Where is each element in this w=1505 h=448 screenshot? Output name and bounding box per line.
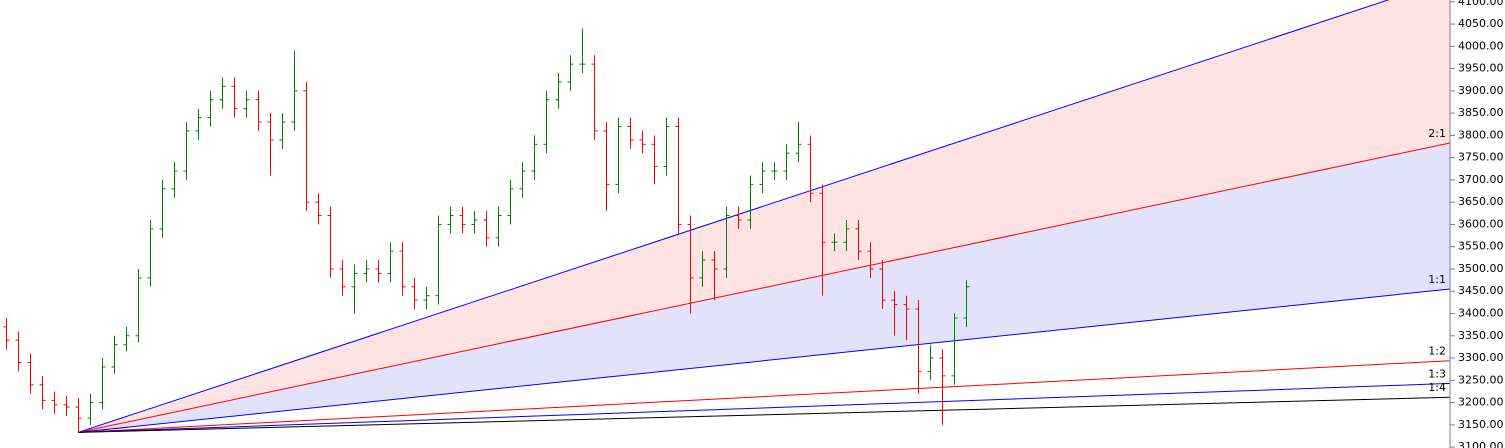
fan-label: 1:3 xyxy=(1428,367,1446,380)
y-tick-label: 4100.00 xyxy=(1458,0,1504,8)
fan-label: 2:1 xyxy=(1428,127,1446,140)
fan-line xyxy=(77,142,1450,433)
y-tick-label: 3800.00 xyxy=(1458,128,1504,141)
y-tick-label: 3600.00 xyxy=(1458,217,1504,230)
fan-line xyxy=(78,396,1450,433)
y-tick-label: 3750.00 xyxy=(1458,151,1504,164)
y-tick-label: 3200.00 xyxy=(1458,396,1504,409)
y-tick-label: 3900.00 xyxy=(1458,84,1504,97)
y-tick-label: 3250.00 xyxy=(1458,373,1504,386)
fan-fill xyxy=(78,0,1450,433)
y-tick-label: 3450.00 xyxy=(1458,284,1504,297)
y-axis: 2:1 1:1 1:2 1:31:4 3100.00 3150.00 3200.00 3250… xyxy=(1428,0,1505,448)
price-bars xyxy=(3,28,970,433)
y-tick-label: 3700.00 xyxy=(1458,173,1504,186)
fan-fills xyxy=(78,0,1450,433)
y-tick-label: 3550.00 xyxy=(1458,240,1504,253)
y-tick-label: 4000.00 xyxy=(1458,39,1504,52)
y-tick-label: 3950.00 xyxy=(1458,62,1504,75)
y-tick-label: 3850.00 xyxy=(1458,106,1504,119)
y-tick-label: 4050.00 xyxy=(1458,17,1504,30)
y-tick-label: 3350.00 xyxy=(1458,329,1504,342)
fan-line xyxy=(77,0,1390,433)
fan-label: 1:1 xyxy=(1428,273,1446,286)
y-tick-label: 3100.00 xyxy=(1458,440,1504,448)
axis-background xyxy=(1450,0,1505,448)
fan-label: 1:2 xyxy=(1428,345,1446,358)
y-tick-label: 3150.00 xyxy=(1458,418,1504,431)
y-tick-label: 3400.00 xyxy=(1458,307,1504,320)
y-tick-label: 3300.00 xyxy=(1458,351,1504,364)
y-tick-label: 3500.00 xyxy=(1458,262,1504,275)
fan-label: 1:4 xyxy=(1428,381,1446,394)
fan-line xyxy=(78,382,1450,433)
fan-fill xyxy=(78,142,1450,433)
fan-line xyxy=(77,288,1450,433)
fan-line xyxy=(77,360,1450,433)
fan-lines xyxy=(77,0,1450,433)
y-tick-label: 3650.00 xyxy=(1458,195,1504,208)
